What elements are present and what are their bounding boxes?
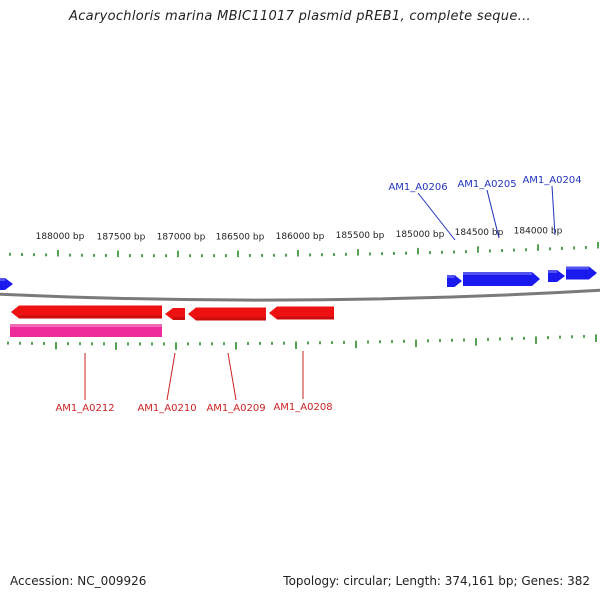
forward-gene-arrow[interactable]	[463, 272, 540, 286]
ruler-label: 186500 bp	[216, 233, 265, 243]
page-title: Acaryochloris marina MBIC11017 plasmid p…	[69, 9, 531, 24]
gene-label[interactable]: AM1_A0204	[522, 175, 581, 186]
reverse-gene-arrow[interactable]	[188, 307, 266, 321]
callout-line	[227, 352, 237, 401]
callout-line	[486, 189, 500, 239]
gene-label[interactable]: AM1_A0206	[388, 182, 447, 193]
gene-label[interactable]: AM1_A0209	[206, 403, 265, 414]
reverse-strand-genes	[10, 305, 334, 337]
ruler-label: 185000 bp	[396, 230, 445, 240]
callout-line	[166, 352, 176, 401]
ruler-label: 186000 bp	[276, 232, 325, 242]
forward-gene-arrow[interactable]	[566, 266, 597, 280]
ruler-label: 187500 bp	[97, 233, 146, 243]
ruler-labels: 188000 bp 187500 bp 187000 bp 186500 bp 1860…	[36, 226, 563, 242]
forward-strand-genes	[0, 266, 597, 290]
gene-label[interactable]: AM1_A0210	[137, 403, 196, 414]
accession-text: Accession: NC_009926	[10, 574, 147, 588]
reverse-gene-arrow[interactable]	[165, 308, 185, 320]
gene-label[interactable]: AM1_A0212	[55, 403, 114, 414]
forward-gene-arrow[interactable]	[548, 270, 565, 282]
gene-callouts: AM1_A0206 AM1_A0205 AM1_A0204 AM1_A0212 AM1_…	[55, 175, 581, 414]
forward-gene-arrow[interactable]	[0, 278, 13, 290]
ruler-label: 185500 bp	[336, 231, 385, 241]
reverse-gene-arrow[interactable]	[11, 305, 162, 319]
reverse-feature-bar[interactable]	[10, 324, 162, 337]
ruler-ticks-lower	[7, 334, 597, 350]
ruler-label: 184500 bp	[455, 228, 504, 238]
callout-line	[551, 185, 556, 236]
ruler-label: 188000 bp	[36, 232, 85, 242]
ruler-ticks-upper	[9, 241, 599, 258]
gene-label[interactable]: AM1_A0205	[457, 179, 516, 190]
ruler-label: 184000 bp	[514, 226, 563, 236]
gene-label[interactable]: AM1_A0208	[273, 402, 332, 413]
ruler-label: 187000 bp	[157, 233, 206, 243]
sequence-backbone	[0, 288, 600, 302]
reverse-gene-arrow[interactable]	[269, 306, 334, 320]
callout-line	[417, 192, 456, 241]
topology-summary: Topology: circular; Length: 374,161 bp; …	[283, 574, 590, 588]
forward-gene-arrow[interactable]	[447, 275, 462, 287]
